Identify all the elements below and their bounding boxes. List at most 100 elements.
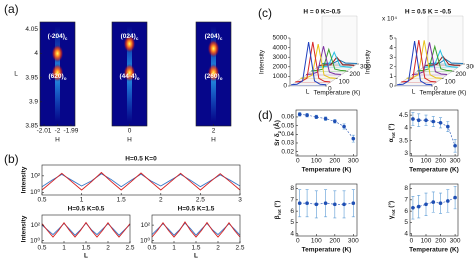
x-tick-label: 2 <box>106 245 110 252</box>
x-tick-label: 0.5 <box>37 245 46 252</box>
y-tick-label: 4.05 <box>25 26 38 33</box>
point <box>446 124 450 129</box>
peak-annotation-part: (-204) <box>48 33 65 40</box>
x-tick-label: 2 <box>216 245 220 252</box>
x-tick-label: 2.5 <box>125 245 134 252</box>
point <box>411 117 415 121</box>
y-axis-label: L <box>14 71 18 78</box>
y-axis-label-part: rot <box>277 209 282 216</box>
y-axis-label-part: rot <box>391 132 396 139</box>
z-axis-label: Temperature (K) <box>314 90 361 97</box>
y-tick-label: 10² <box>31 173 41 180</box>
y-tick-label: 10⁰ <box>30 188 40 196</box>
series-line <box>41 173 241 188</box>
point <box>431 119 436 124</box>
point <box>333 202 337 207</box>
x-tick-label: 0 <box>410 158 414 165</box>
y-axis-label: αrot (°) <box>387 124 396 143</box>
y-axis-label-part: (°) <box>273 201 281 210</box>
y-tick-label: 0.02 <box>281 148 294 155</box>
x-axis-label: H <box>211 137 216 144</box>
series-line <box>41 171 241 191</box>
x-tick-label: 1 <box>172 245 176 252</box>
point <box>424 118 428 123</box>
point <box>297 201 302 206</box>
y-tick-label: 1 <box>389 73 393 80</box>
peak <box>207 63 220 82</box>
x-tick-label: 1.5 <box>117 197 126 204</box>
y-axis-label-part: α <box>388 138 395 142</box>
x-tick-label: 0 <box>296 158 300 165</box>
point <box>438 201 443 206</box>
x-tick-label: 100 <box>421 158 432 165</box>
x-tick-label: 2 <box>212 128 216 135</box>
y-tick-label: 3 <box>389 54 393 61</box>
point <box>411 205 415 210</box>
z-tick-label: 300 <box>360 64 371 71</box>
point <box>323 201 328 206</box>
point <box>314 202 319 207</box>
peak-annotation: (620)o <box>49 73 67 81</box>
plot-background <box>42 215 130 243</box>
plot-title: H = 0.5 K = -0.5 <box>405 9 452 16</box>
x-tick-label: 100 <box>311 158 322 165</box>
x-tick-label: 200 <box>329 158 340 165</box>
x-tick-label: 300 <box>450 238 461 245</box>
x-tick-label: 3 <box>238 197 242 204</box>
y-tick-label: 0.04 <box>281 131 294 138</box>
back-wall <box>427 15 464 65</box>
z-tick-label: 100 <box>445 78 456 85</box>
x-tick-label: 2.5 <box>196 197 205 204</box>
peak-annotation: (-204)c <box>48 33 68 41</box>
x-tick-label: -2 <box>55 128 61 135</box>
point <box>333 119 337 124</box>
x-axis-label: Temperature (K) <box>409 247 459 254</box>
panel-label: (a) <box>4 2 19 16</box>
x-tick-label: 1 <box>80 197 84 204</box>
point <box>351 201 356 206</box>
y-tick-label: 4 <box>404 125 408 132</box>
plot-title: H = 0 K=-0.5 <box>303 9 341 16</box>
z-tick-label: 0 <box>328 86 332 93</box>
x-axis-label: H <box>55 137 60 144</box>
y-axis-label-part: γ <box>388 215 395 219</box>
y-tick-label: 10² <box>31 222 41 229</box>
plot-background <box>410 110 458 156</box>
x-axis-label: Temperature (K) <box>302 167 352 174</box>
peak-annotation-part: c <box>65 36 68 41</box>
plot-title: H=0.5 K=0.5 <box>68 206 105 213</box>
x-tick-label: 0.5 <box>147 245 156 252</box>
y-tick-label: 4 <box>290 230 294 237</box>
peak-annotation-part: c <box>136 36 139 41</box>
x-tick-label: 0 <box>128 128 132 135</box>
series-line <box>397 41 433 86</box>
plot-frame <box>409 183 459 237</box>
point <box>446 199 450 203</box>
point <box>453 143 457 148</box>
point <box>351 136 356 141</box>
y-tick-label: 3000 <box>273 54 288 61</box>
y-tick-label: 7 <box>290 197 294 204</box>
x-tick-label: 0 <box>410 238 414 245</box>
peak <box>51 44 64 63</box>
plot-frame <box>295 183 358 237</box>
point <box>431 200 436 204</box>
y-tick-label: 3.9 <box>29 99 38 106</box>
y-axis-label-part: (°) <box>387 124 395 133</box>
x-tick-label: 300 <box>348 238 359 245</box>
y-tick-label: 6 <box>404 208 408 215</box>
z-tick-label: 100 <box>339 78 350 85</box>
x-tick-label: -2.01 <box>37 128 52 135</box>
y-tick-label: 5 <box>389 35 393 42</box>
y-tick-label: 0.05 <box>281 122 294 129</box>
y-tick-label: 5000 <box>273 35 288 42</box>
x-tick-label: 200 <box>435 158 446 165</box>
x-axis-label: Temperature (K) <box>409 167 459 174</box>
y-tick-label: 2 <box>389 64 393 71</box>
x-axis-label: L <box>194 253 198 260</box>
series-line <box>291 42 327 86</box>
y-axis-label: γrot (°) <box>387 201 396 219</box>
z-tick-label: 300 <box>466 64 474 71</box>
y-tick-label: 5 <box>290 219 294 226</box>
